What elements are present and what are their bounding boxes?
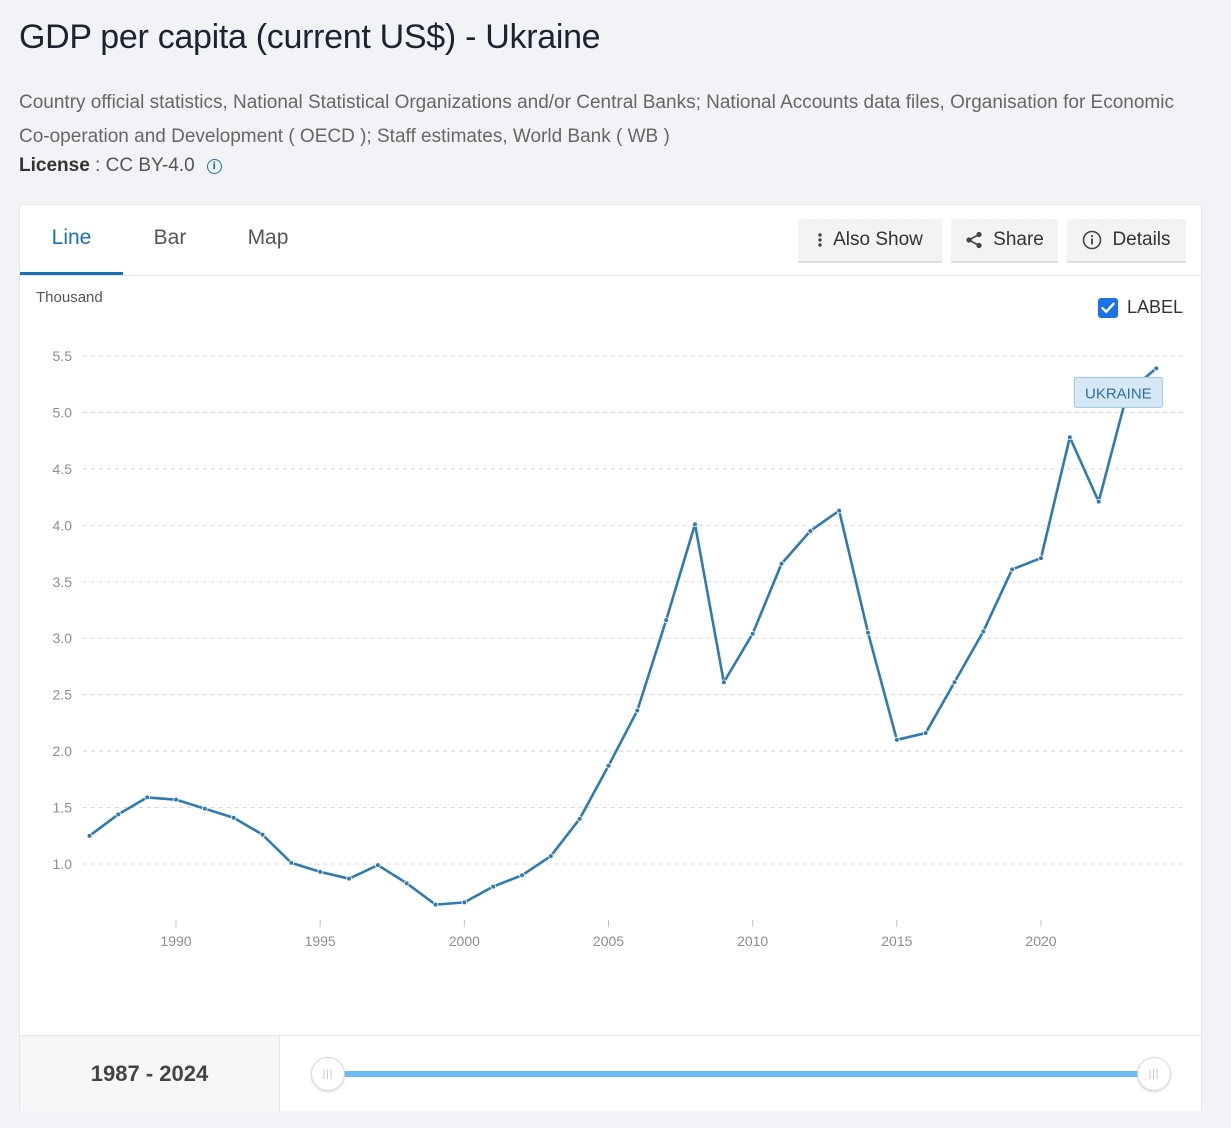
label-toggle-text: LABEL [1127, 297, 1184, 317]
details-button[interactable]: Details [1067, 219, 1186, 263]
license: License : CC BY-4.0 i [19, 155, 222, 177]
info-icon[interactable]: i [206, 158, 222, 174]
range-footer: 1987 - 2024 ||| ||| [20, 1035, 1201, 1111]
data-point [1009, 566, 1015, 573]
vertical-dots-icon [817, 232, 823, 248]
data-point [144, 794, 150, 801]
chart-card: Line Bar Map Also Show Share Details Tho… [19, 204, 1202, 1111]
chart-area: Thousand LABEL 1.0 1.5 2.0 2.5 3.0 3.5 4.0 4.5 5… [20, 275, 1201, 1035]
data-point [346, 875, 352, 882]
x-tick-label: 1995 [305, 933, 336, 949]
series-label-box [1073, 376, 1163, 408]
data-point [605, 762, 612, 769]
data-point [634, 707, 641, 714]
y-tick-label: 5.5 [53, 348, 73, 364]
data-point [202, 805, 208, 812]
data-point [778, 560, 785, 567]
license-value: CC BY-4.0 [105, 155, 195, 176]
data-point [894, 737, 900, 743]
license-separator: : [89, 155, 106, 176]
data-point [749, 630, 756, 637]
share-label: Share [993, 229, 1044, 250]
data-point [375, 862, 381, 868]
info-icon [1082, 230, 1102, 250]
data-point [259, 831, 266, 838]
data-point [432, 901, 439, 908]
data-point [980, 628, 987, 635]
data-point [692, 521, 698, 528]
label-toggle[interactable]: LABEL [1098, 297, 1183, 318]
x-tick-label: 2010 [737, 933, 768, 949]
data-point [1067, 434, 1073, 441]
tab-bar: Line Bar Map Also Show Share Details [20, 205, 1201, 276]
y-tick-label: 1.0 [53, 856, 73, 872]
data-point [461, 899, 468, 906]
range-label: 1987 - 2024 [20, 1036, 280, 1111]
share-button[interactable]: Share [951, 219, 1058, 263]
data-point [807, 528, 814, 534]
range-end-handle[interactable]: ||| [1137, 1057, 1171, 1091]
data-point [519, 872, 525, 879]
range-start-handle[interactable]: ||| [311, 1057, 345, 1091]
also-show-label: Also Show [833, 229, 923, 250]
license-label: License [19, 155, 90, 176]
y-tick-label: 5.0 [53, 404, 73, 420]
y-tick-label: 4.0 [53, 517, 73, 533]
y-tick-label: 1.5 [53, 800, 73, 816]
details-label: Details [1112, 229, 1171, 250]
tab-bar-chart[interactable]: Bar [153, 226, 187, 249]
x-tick-label: 1990 [160, 933, 191, 949]
data-point [115, 811, 122, 818]
series-line [88, 367, 1158, 906]
data-point [836, 507, 842, 514]
data-point [403, 880, 410, 886]
x-tick-label: 2005 [593, 933, 624, 949]
data-point [317, 869, 323, 875]
data-point [490, 883, 496, 890]
x-tick-label: 2020 [1025, 933, 1056, 949]
source-text: Country official statistics, National St… [19, 92, 1174, 147]
page-title: GDP per capita (current US$) - Ukraine [19, 18, 601, 56]
data-point [1038, 555, 1044, 561]
data-point [1095, 498, 1102, 505]
data-point [576, 816, 583, 822]
x-tick-label: 2015 [881, 933, 912, 949]
data-point [288, 860, 295, 866]
y-tick-label: 3.5 [53, 574, 73, 590]
data-point [951, 679, 958, 686]
y-tick-label: 2.5 [53, 687, 73, 703]
y-tick-label: 2.0 [53, 743, 73, 759]
data-point [86, 832, 93, 839]
data-point [548, 853, 554, 859]
y-tick-label: 3.0 [53, 630, 73, 646]
data-point [1153, 365, 1160, 372]
checkbox-checked-icon[interactable] [1098, 297, 1118, 318]
series-label: UKRAINE [1085, 385, 1152, 402]
y-tick-label: 4.5 [53, 461, 73, 477]
data-point [663, 617, 669, 623]
share-icon [965, 231, 983, 249]
data-point [230, 814, 237, 821]
data-point [922, 730, 929, 736]
tab-line[interactable]: Line [20, 205, 123, 275]
data-point [865, 629, 871, 636]
data-point [173, 796, 179, 803]
tab-map[interactable]: Map [247, 226, 289, 249]
range-slider-track[interactable] [327, 1071, 1155, 1077]
also-show-button[interactable]: Also Show [798, 219, 942, 263]
x-tick-label: 2000 [449, 933, 480, 949]
data-point [721, 679, 727, 686]
line-chart: 1.0 1.5 2.0 2.5 3.0 3.5 4.0 4.5 5.0 5.5 1990 1995 20… [53, 348, 1187, 949]
y-axis-unit-label: Thousand [36, 289, 103, 306]
